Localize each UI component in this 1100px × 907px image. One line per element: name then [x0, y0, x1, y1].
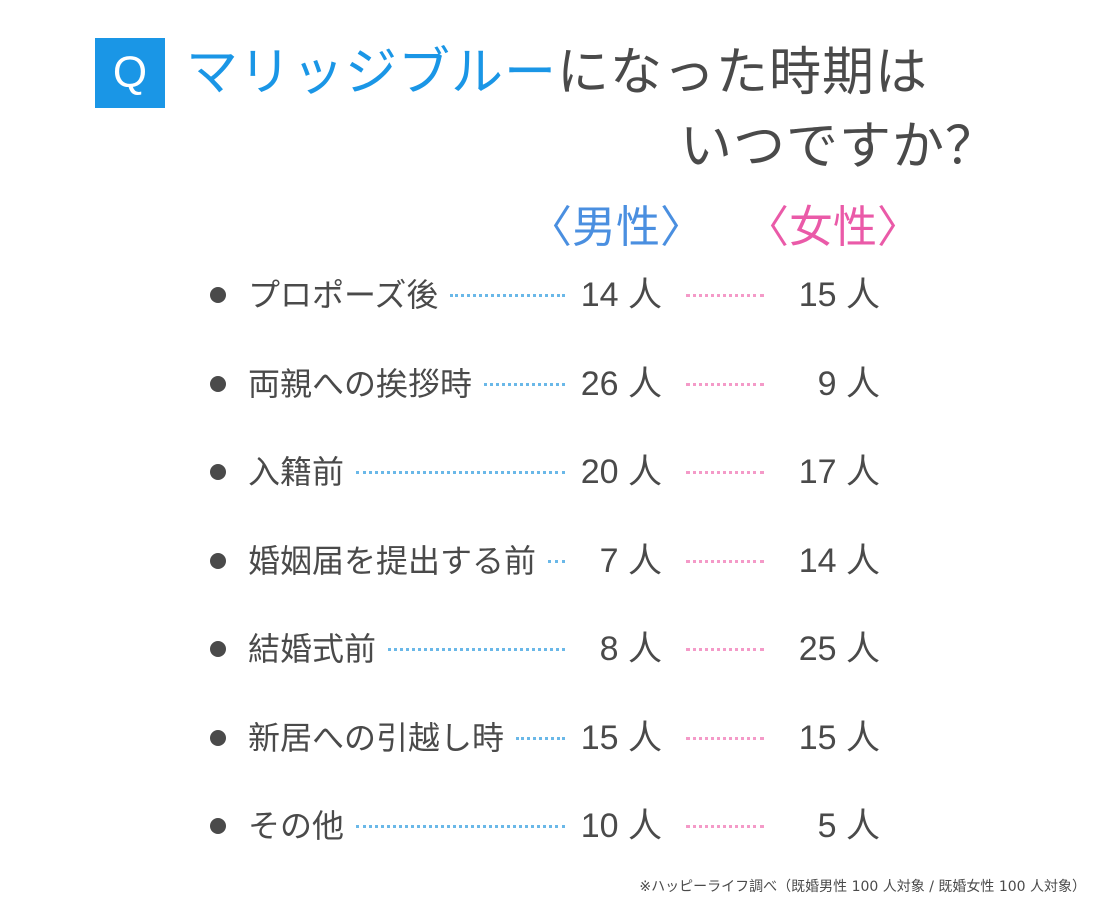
female-value: 25 人 [798, 630, 880, 668]
column-header-female: 〈女性〉 [745, 202, 921, 253]
bullet-dot [210, 641, 226, 657]
row-label: 新居への引越し時 [248, 718, 505, 757]
row-label: 結婚式前 [248, 630, 377, 668]
bullet-dot [210, 287, 226, 303]
title-highlight: マリッジブルー [186, 43, 558, 103]
bullet-dot [210, 729, 226, 746]
male-dotted-leader [484, 382, 565, 386]
table-row: 結婚式前 8 人 25 人 [0, 619, 1100, 679]
male-value: 14 人 [580, 276, 662, 314]
bullet-dot [210, 552, 226, 569]
female-value: 15 人 [798, 718, 880, 757]
male-dotted-leader [548, 559, 565, 563]
table-row: プロポーズ後 14 人 15 人 [0, 265, 1100, 325]
female-dotted-leader [686, 648, 764, 651]
female-dotted-leader [686, 382, 764, 386]
female-dotted-leader [686, 471, 764, 474]
row-label: 入籍前 [248, 453, 345, 491]
female-dotted-leader [686, 736, 764, 740]
bullet-dot [210, 464, 226, 480]
male-value: 8 人 [599, 630, 662, 668]
female-value: 15 人 [798, 276, 880, 314]
question-badge: Q [95, 38, 165, 108]
male-dotted-leader [450, 294, 565, 297]
female-value: 14 人 [798, 541, 880, 580]
table-row: 入籍前 20 人 17 人 [0, 442, 1100, 502]
column-header-male: 〈男性〉 [528, 202, 704, 253]
row-label: 両親への挨拶時 [248, 364, 473, 403]
male-dotted-leader [356, 825, 565, 828]
row-label: 婚姻届を提出する前 [248, 541, 537, 580]
female-dotted-leader [686, 825, 764, 828]
table-row: その他 10 人 5 人 [0, 796, 1100, 856]
female-dotted-leader [686, 559, 764, 563]
female-value: 17 人 [798, 453, 880, 491]
male-dotted-leader [516, 736, 565, 740]
male-dotted-leader [356, 471, 565, 474]
source-footnote: ※ハッピーライフ調べ（既婚男性 100 人対象 / 既婚女性 100 人対象） [639, 879, 1086, 895]
row-label: その他 [248, 807, 345, 845]
male-value: 15 人 [580, 718, 662, 757]
male-value: 26 人 [580, 364, 662, 403]
page-title: マリッジブルーになった時期は [186, 40, 928, 106]
bullet-dot [210, 375, 226, 392]
female-value: 9 人 [817, 364, 880, 403]
male-value: 10 人 [580, 807, 662, 845]
male-dotted-leader [388, 648, 565, 651]
bullet-dot [210, 818, 226, 834]
row-label: プロポーズ後 [248, 276, 439, 314]
table-row: 婚姻届を提出する前 7 人 14 人 [0, 531, 1100, 591]
page-title-line2: いつですか？ [680, 117, 999, 177]
table-row: 両親への挨拶時 26 人 9 人 [0, 354, 1100, 414]
male-value: 7 人 [599, 541, 662, 580]
table-row: 新居への引越し時 15 人 15 人 [0, 708, 1100, 768]
title-rest: になった時期は [557, 43, 929, 103]
male-value: 20 人 [580, 453, 662, 491]
female-dotted-leader [686, 294, 764, 297]
female-value: 5 人 [817, 807, 880, 845]
